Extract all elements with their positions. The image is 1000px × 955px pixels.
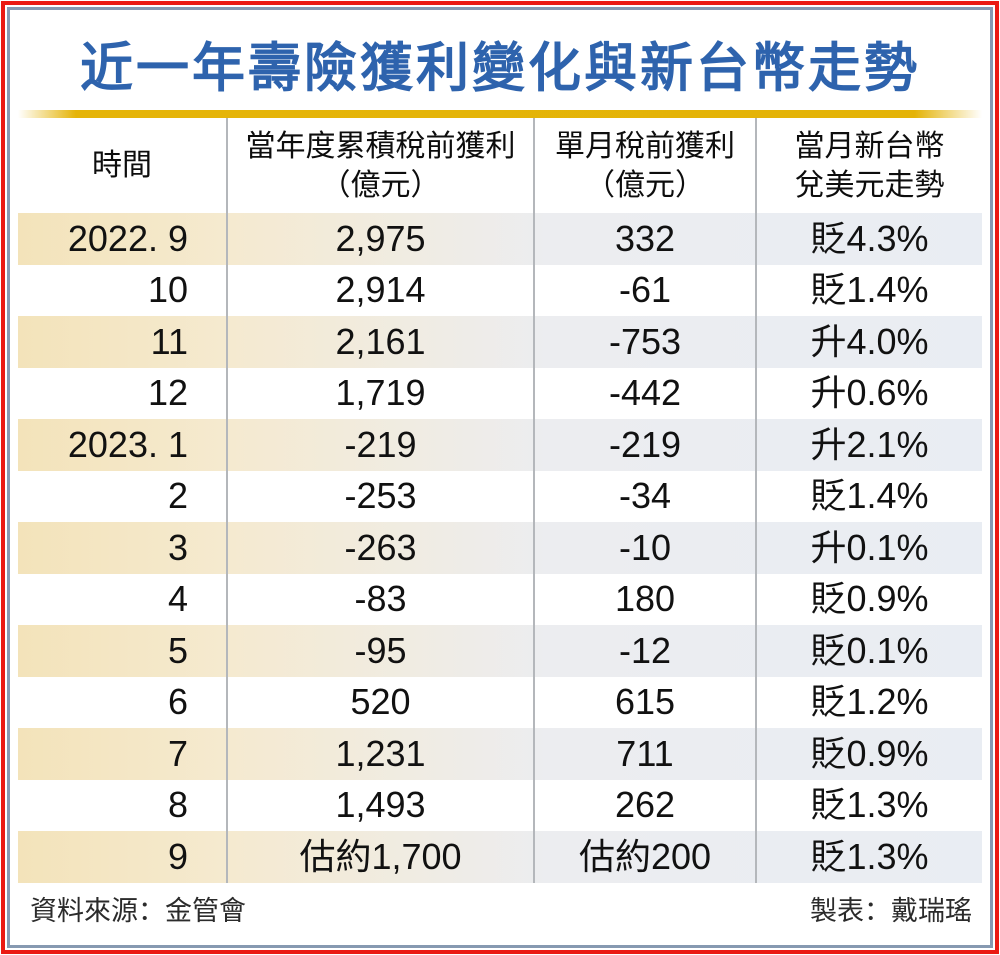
ntd-trend-cell: 貶0.9% xyxy=(755,573,982,625)
time-cell: 7 xyxy=(167,732,188,774)
monthly-profit-cell: 615 xyxy=(533,676,755,728)
header-trend-line1: 當月新台幣 xyxy=(794,129,945,163)
time-cell: 11 xyxy=(150,320,188,362)
cumulative-profit-cell: 520 xyxy=(226,676,533,728)
ntd-trend-cell: 升0.1% xyxy=(755,522,982,574)
header-cumulative-line1: 當年度累積稅前獲利 xyxy=(245,129,516,163)
header-time-label: 時間 xyxy=(92,149,152,182)
ntd-trend-cell: 貶4.3% xyxy=(755,213,982,265)
cumulative-profit-cell: 1,231 xyxy=(226,728,533,780)
monthly-profit-cell: 332 xyxy=(533,213,755,265)
table-row: 3 -263 -10 升0.1% xyxy=(18,522,982,574)
table-row: 6 520 615 貶1.2% xyxy=(18,676,982,728)
table-header-row: 時間 當年度累積稅前獲利 （億元） 單月稅前獲利 （億元） 當月新台幣 兌美元走… xyxy=(18,118,982,213)
cumulative-profit-cell: 1,719 xyxy=(226,367,533,419)
monthly-profit-cell: 估約200 xyxy=(533,831,755,883)
header-monthly-profit: 單月稅前獲利 （億元） xyxy=(533,118,755,213)
monthly-profit-cell: -12 xyxy=(533,625,755,677)
header-time: 時間 xyxy=(18,118,226,213)
table-row: 5 -95 -12 貶0.1% xyxy=(18,625,982,677)
time-cell: 6 xyxy=(167,681,188,723)
cumulative-profit-cell: -263 xyxy=(226,522,533,574)
table-row: 10 2,914 -61 貶1.4% xyxy=(18,264,982,316)
ntd-trend-cell: 貶1.3% xyxy=(755,779,982,831)
gold-divider-rule xyxy=(18,110,982,118)
ntd-trend-cell: 貶1.4% xyxy=(755,264,982,316)
header-cumulative-profit: 當年度累積稅前獲利 （億元） xyxy=(226,118,533,213)
cumulative-profit-cell: 2,161 xyxy=(226,316,533,368)
cumulative-profit-cell: -83 xyxy=(226,573,533,625)
ntd-trend-cell: 貶0.9% xyxy=(755,728,982,780)
header-monthly-line1: 單月稅前獲利 xyxy=(555,129,735,163)
ntd-trend-cell: 貶1.2% xyxy=(755,676,982,728)
table-row: 4 -83 180 貶0.9% xyxy=(18,573,982,625)
monthly-profit-cell: -442 xyxy=(533,367,755,419)
monthly-profit-cell: -219 xyxy=(533,419,755,471)
ntd-trend-cell: 貶0.1% xyxy=(755,625,982,677)
table-row: 12 1,719 -442 升0.6% xyxy=(18,367,982,419)
monthly-profit-cell: -61 xyxy=(533,264,755,316)
time-cell: 12 xyxy=(147,372,188,414)
monthly-profit-cell: 262 xyxy=(533,779,755,831)
table-row: 7 1,231 711 貶0.9% xyxy=(18,728,982,780)
cumulative-profit-cell: -253 xyxy=(226,470,533,522)
time-cell: 8 xyxy=(167,784,188,826)
ntd-trend-cell: 升2.1% xyxy=(755,419,982,471)
cumulative-profit-cell: 2,914 xyxy=(226,264,533,316)
table-row: 2022. 9 2,975 332 貶4.3% xyxy=(18,213,982,265)
header-monthly-line2: （億元） xyxy=(585,168,705,202)
page-title: 近一年壽險獲利變化與新台幣走勢 xyxy=(80,39,920,98)
time-cell: 10 xyxy=(147,269,188,311)
monthly-profit-cell: -34 xyxy=(533,470,755,522)
time-cell: 9 xyxy=(167,835,188,877)
header-trend-line2: 兌美元走勢 xyxy=(794,168,945,202)
time-cell: 4 xyxy=(167,578,188,620)
footer: 資料來源：金管會 製表：戴瑞瑤 xyxy=(30,889,972,928)
time-cell: 2023. 1 xyxy=(67,423,188,465)
table-row: 2 -253 -34 貶1.4% xyxy=(18,470,982,522)
table-row: 11 2,161 -753 升4.0% xyxy=(18,316,982,368)
table-credit-label: 製表：戴瑞瑤 xyxy=(810,896,972,926)
ntd-trend-cell: 升4.0% xyxy=(755,316,982,368)
header-ntd-trend: 當月新台幣 兌美元走勢 xyxy=(755,118,982,213)
cumulative-profit-cell: -219 xyxy=(226,419,533,471)
ntd-trend-cell: 升0.6% xyxy=(755,367,982,419)
monthly-profit-cell: -10 xyxy=(533,522,755,574)
time-cell: 5 xyxy=(167,629,188,671)
cumulative-profit-cell: 2,975 xyxy=(226,213,533,265)
cumulative-profit-cell: 估約1,700 xyxy=(226,831,533,883)
cumulative-profit-cell: 1,493 xyxy=(226,779,533,831)
table-row: 9 估約1,700 估約200 貶1.3% xyxy=(18,831,982,883)
time-cell: 3 xyxy=(167,526,188,568)
header-cumulative-line2: （億元） xyxy=(320,168,441,202)
time-cell: 2 xyxy=(167,475,188,517)
table-row: 2023. 1 -219 -219 升2.1% xyxy=(18,419,982,471)
monthly-profit-cell: 711 xyxy=(533,728,755,780)
ntd-trend-cell: 貶1.4% xyxy=(755,470,982,522)
time-cell: 2022. 9 xyxy=(67,217,188,259)
monthly-profit-cell: 180 xyxy=(533,573,755,625)
monthly-profit-cell: -753 xyxy=(533,316,755,368)
ntd-trend-cell: 貶1.3% xyxy=(755,831,982,883)
profit-table: 時間 當年度累積稅前獲利 （億元） 單月稅前獲利 （億元） 當月新台幣 兌美元走… xyxy=(18,118,982,883)
cumulative-profit-cell: -95 xyxy=(226,625,533,677)
table-row: 8 1,493 262 貶1.3% xyxy=(18,779,982,831)
data-source-label: 資料來源：金管會 xyxy=(30,896,246,926)
